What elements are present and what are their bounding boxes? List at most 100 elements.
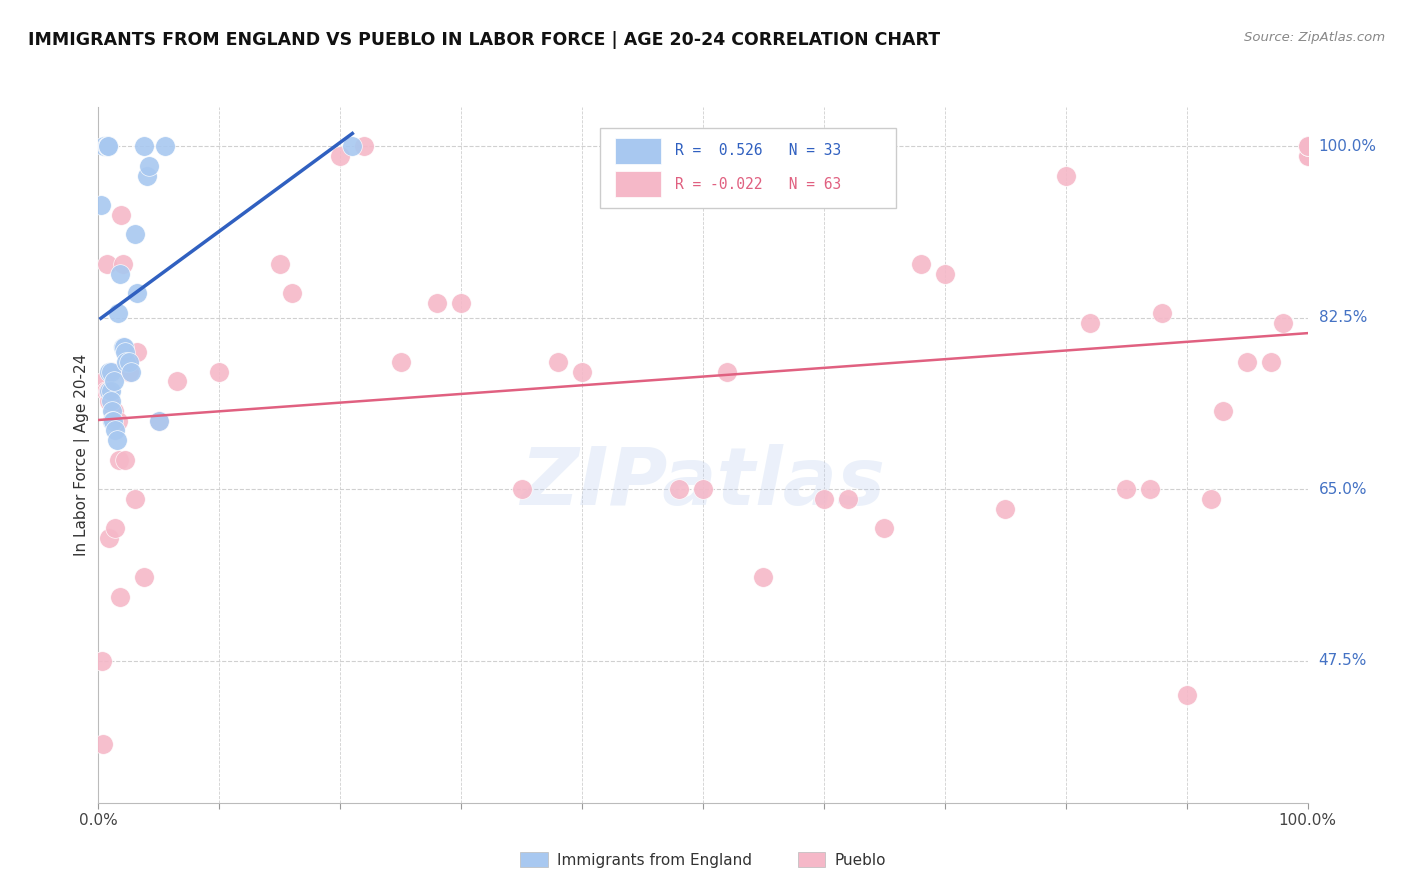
Point [100, 384, 122, 399]
Point [994, 501, 1017, 516]
Point [118, 355, 141, 369]
Point [1054, 169, 1077, 183]
Point [813, 491, 835, 506]
Point [97, 139, 120, 153]
Point [752, 570, 775, 584]
Point [1212, 404, 1234, 418]
Point [98, 531, 121, 545]
Point [91, 654, 114, 668]
Point [134, 139, 156, 153]
Text: 47.5%: 47.5% [1319, 653, 1367, 668]
Point [90, 198, 112, 212]
Point [1296, 149, 1319, 163]
Point [571, 365, 593, 379]
Text: 65.0%: 65.0% [1319, 482, 1367, 497]
Point [1236, 355, 1258, 369]
Point [450, 296, 472, 310]
Point [124, 227, 146, 242]
Point [127, 286, 149, 301]
Point [1296, 139, 1319, 153]
Point [108, 590, 131, 604]
Point [138, 159, 160, 173]
Point [329, 149, 352, 163]
Text: R =  0.526   N = 33: R = 0.526 N = 33 [675, 144, 841, 159]
Point [93, 375, 115, 389]
Point [91, 737, 114, 751]
Point [115, 355, 138, 369]
Point [127, 345, 149, 359]
Point [510, 482, 533, 496]
Point [108, 267, 131, 281]
Point [100, 414, 122, 428]
Point [910, 257, 932, 271]
Point [100, 365, 122, 379]
Point [97, 139, 120, 153]
Point [668, 482, 690, 496]
Point [934, 267, 956, 281]
Legend: Immigrants from England, Pueblo: Immigrants from England, Pueblo [513, 844, 893, 875]
Point [389, 355, 412, 369]
Point [101, 404, 124, 418]
Point [97, 384, 120, 399]
Point [148, 414, 170, 428]
Point [112, 340, 135, 354]
Point [1296, 149, 1319, 163]
Point [105, 434, 128, 448]
Point [124, 491, 146, 506]
Point [100, 365, 122, 379]
Point [108, 452, 131, 467]
Point [118, 355, 141, 369]
Point [111, 340, 134, 354]
Point [118, 365, 141, 379]
Point [135, 169, 157, 183]
Point [96, 257, 118, 271]
Point [1139, 482, 1161, 496]
Point [100, 394, 122, 409]
Point [107, 306, 129, 320]
Point [208, 365, 231, 379]
Text: ZIPatlas: ZIPatlas [520, 443, 886, 522]
Point [281, 286, 304, 301]
Point [1296, 139, 1319, 153]
Point [110, 208, 132, 222]
Point [120, 365, 142, 379]
FancyBboxPatch shape [614, 171, 661, 197]
Point [103, 375, 125, 389]
Point [269, 257, 291, 271]
Point [97, 139, 120, 153]
Text: IMMIGRANTS FROM ENGLAND VS PUEBLO IN LABOR FORCE | AGE 20-24 CORRELATION CHART: IMMIGRANTS FROM ENGLAND VS PUEBLO IN LAB… [28, 31, 941, 49]
Point [94, 384, 117, 399]
Text: Source: ZipAtlas.com: Source: ZipAtlas.com [1244, 31, 1385, 45]
Point [1078, 316, 1101, 330]
Point [1296, 139, 1319, 153]
Text: 82.5%: 82.5% [1319, 310, 1367, 326]
Point [100, 404, 122, 418]
FancyBboxPatch shape [600, 128, 897, 208]
Point [342, 139, 364, 153]
Point [716, 365, 738, 379]
Text: 100.0%: 100.0% [1319, 139, 1376, 153]
Point [96, 139, 118, 153]
Point [1272, 316, 1295, 330]
Point [104, 424, 127, 438]
Point [166, 375, 188, 389]
Point [111, 257, 134, 271]
Point [98, 365, 121, 379]
Point [114, 345, 136, 359]
FancyBboxPatch shape [614, 137, 661, 164]
Point [93, 139, 115, 153]
Point [426, 296, 449, 310]
Point [1152, 306, 1174, 320]
Point [1260, 355, 1282, 369]
Point [353, 139, 375, 153]
Point [98, 384, 121, 399]
Y-axis label: In Labor Force | Age 20-24: In Labor Force | Age 20-24 [75, 354, 90, 556]
Point [547, 355, 569, 369]
Point [134, 570, 156, 584]
Point [692, 482, 714, 496]
Point [1115, 482, 1137, 496]
Point [1175, 688, 1198, 702]
Point [103, 404, 125, 418]
Point [148, 414, 170, 428]
Point [114, 452, 136, 467]
